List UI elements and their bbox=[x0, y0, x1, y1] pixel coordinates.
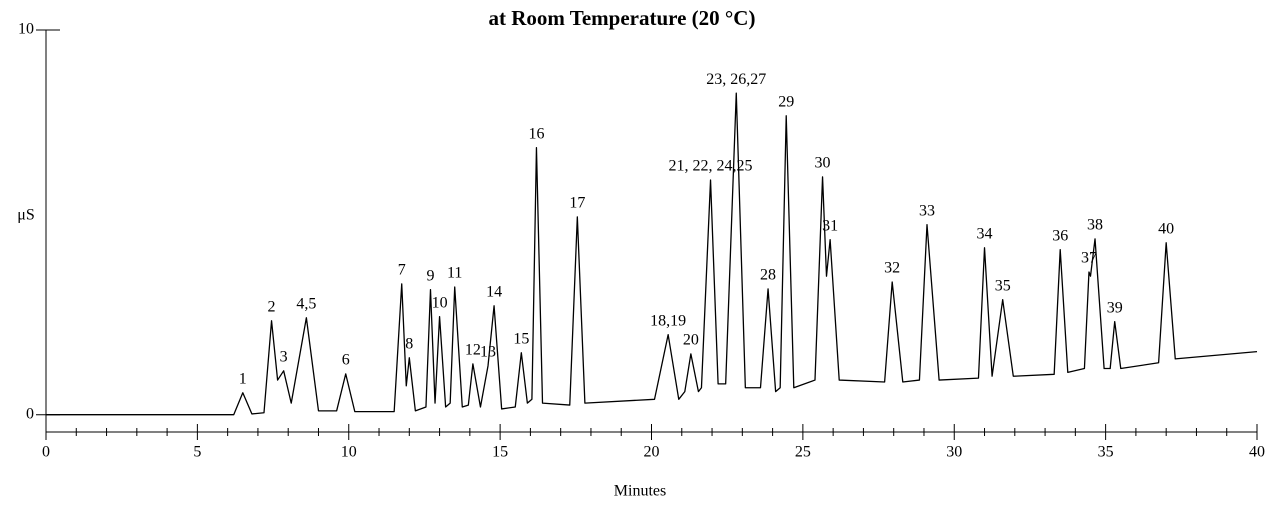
peak-label: 34 bbox=[977, 225, 993, 242]
peak-label: 11 bbox=[447, 265, 462, 282]
peak-label: 6 bbox=[342, 352, 350, 369]
x-axis-label: Minutes bbox=[614, 483, 666, 500]
chart-title: at Room Temperature (20 °C) bbox=[489, 6, 756, 30]
peak-label: 13 bbox=[480, 344, 496, 361]
peak-label: 36 bbox=[1052, 227, 1068, 244]
peak-label: 17 bbox=[569, 195, 585, 212]
peak-label: 4,5 bbox=[296, 295, 316, 312]
peak-label: 33 bbox=[919, 202, 935, 219]
y-tick-label: 10 bbox=[18, 21, 34, 38]
peak-label: 18,19 bbox=[650, 312, 686, 329]
x-tick-label: 20 bbox=[644, 444, 660, 461]
x-tick-label: 30 bbox=[946, 444, 962, 461]
peak-label: 38 bbox=[1087, 217, 1103, 234]
y-tick-label: 0 bbox=[26, 405, 34, 422]
peak-label: 7 bbox=[398, 262, 406, 279]
peak-label: 3 bbox=[280, 349, 288, 366]
chromatogram-trace bbox=[46, 92, 1258, 416]
peak-label: 39 bbox=[1107, 299, 1123, 316]
peak-label: 20 bbox=[683, 332, 699, 349]
peak-label: 10 bbox=[432, 294, 448, 311]
peak-label: 29 bbox=[778, 93, 794, 110]
x-tick-label: 5 bbox=[193, 444, 201, 461]
peak-label: 23, 26,27 bbox=[706, 71, 766, 88]
x-tick-label: 0 bbox=[42, 444, 50, 461]
peak-label: 12 bbox=[465, 342, 481, 359]
peak-label: 35 bbox=[995, 277, 1011, 294]
x-tick-label: 25 bbox=[795, 444, 811, 461]
x-tick-label: 15 bbox=[492, 444, 508, 461]
peak-label: 16 bbox=[528, 125, 544, 142]
peak-label: 32 bbox=[884, 260, 900, 277]
x-tick-label: 40 bbox=[1249, 444, 1265, 461]
peak-label: 9 bbox=[426, 267, 434, 284]
peak-label: 31 bbox=[822, 217, 838, 234]
peak-label: 2 bbox=[268, 298, 276, 315]
peak-label: 14 bbox=[486, 283, 502, 300]
peak-label: 37 bbox=[1081, 250, 1097, 267]
peak-label: 30 bbox=[815, 155, 831, 172]
y-axis-label: μS bbox=[17, 207, 34, 224]
peak-label: 15 bbox=[513, 330, 529, 347]
peak-label: 1 bbox=[239, 370, 247, 387]
x-tick-label: 35 bbox=[1098, 444, 1114, 461]
peak-label: 28 bbox=[760, 267, 776, 284]
peak-label: 40 bbox=[1158, 220, 1174, 237]
peak-label: 21, 22, 24,25 bbox=[669, 158, 753, 175]
peak-label: 8 bbox=[405, 335, 413, 352]
x-tick-label: 10 bbox=[341, 444, 357, 461]
